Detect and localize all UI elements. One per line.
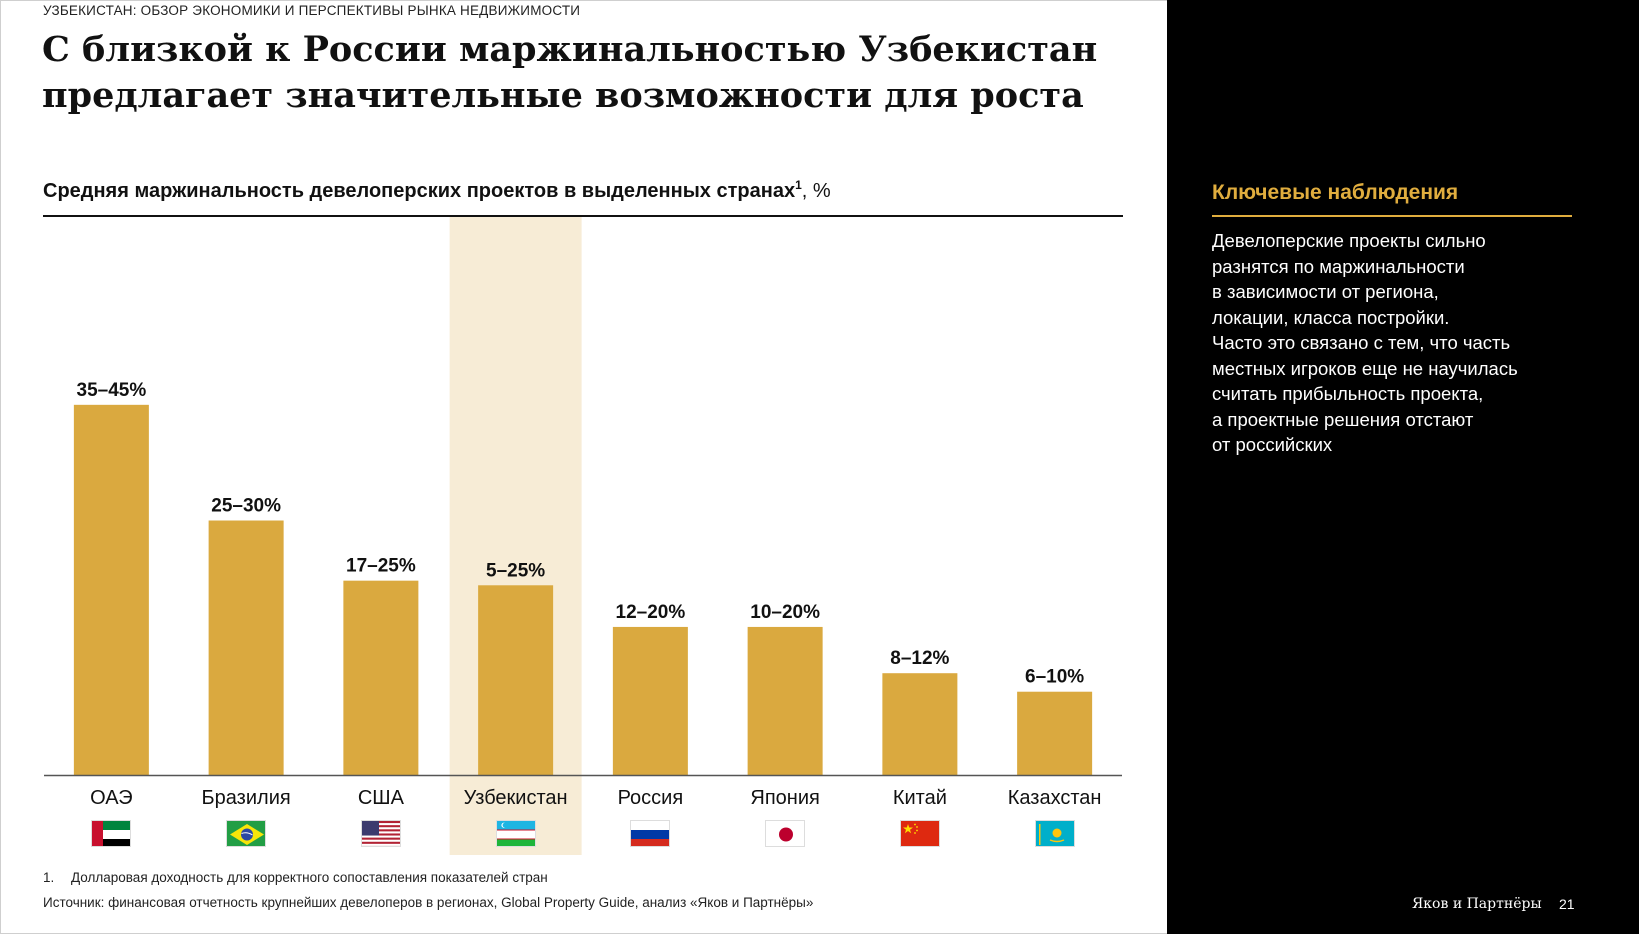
main-content: УЗБЕКИСТАН: ОБЗОР ЭКОНОМИКИ И ПЕРСПЕКТИВ… bbox=[42, 3, 1123, 910]
chart-title: Средняя маржинальность девелоперских про… bbox=[43, 178, 831, 203]
data-label: 17–25% bbox=[346, 556, 416, 577]
data-label: 25–30% bbox=[211, 496, 281, 517]
russia-flag bbox=[630, 820, 671, 847]
usa-flag bbox=[360, 820, 401, 847]
data-label: 12–20% bbox=[616, 602, 686, 623]
category-label: Бразилия bbox=[202, 787, 291, 809]
bar bbox=[478, 585, 554, 775]
footnote: 1. Долларовая доходность для корректного … bbox=[43, 870, 548, 885]
category-label: Япония bbox=[750, 787, 819, 809]
insights-rule bbox=[1212, 215, 1572, 217]
page-number: 21 bbox=[1559, 896, 1575, 912]
bar bbox=[612, 626, 688, 775]
category-label: США bbox=[358, 787, 405, 809]
data-label: 10–20% bbox=[750, 602, 820, 623]
japan-flag bbox=[765, 820, 806, 847]
insights-text: Девелоперские проекты сильно разнятся по… bbox=[1212, 230, 1518, 455]
bar bbox=[747, 626, 823, 775]
kazakhstan-flag bbox=[1034, 820, 1075, 847]
chart-title-footnote-mark: 1 bbox=[795, 178, 802, 192]
category-label: Казахстан bbox=[1008, 787, 1102, 809]
uzbekistan-flag bbox=[495, 820, 536, 847]
insights-panel: Ключевые наблюдения Девелоперские проект… bbox=[1167, 0, 1639, 934]
chart-title-unit: , % bbox=[801, 180, 831, 202]
margin-bar-chart: 35–45% ОАЭ 25–30% Бразилия 17–25% США 5–25% Узб… bbox=[44, 217, 1122, 855]
source-note: Источник: финансовая отчетность крупнейш… bbox=[43, 895, 814, 910]
category-label: Китай bbox=[893, 787, 947, 809]
category-label: Россия bbox=[618, 787, 684, 809]
bar bbox=[73, 404, 149, 775]
page-title: С близкой к России маржинальностью Узбек… bbox=[42, 29, 1098, 116]
category-label: Узбекистан bbox=[464, 787, 568, 809]
chart-top-rule bbox=[43, 215, 1123, 217]
bar bbox=[1017, 691, 1093, 775]
data-label: 5–25% bbox=[486, 560, 545, 581]
section-kicker: УЗБЕКИСТАН: ОБЗОР ЭКОНОМИКИ И ПЕРСПЕКТИВ… bbox=[43, 3, 581, 18]
footnote-number: 1. bbox=[43, 870, 55, 885]
chart-title-text: Средняя маржинальность девелоперских про… bbox=[43, 180, 796, 202]
china-flag bbox=[899, 820, 940, 847]
brand-logo: Яков и Партнёры bbox=[1412, 896, 1542, 912]
bar bbox=[343, 580, 419, 775]
insights-title: Ключевые наблюдения bbox=[1212, 181, 1459, 204]
brazil-flag bbox=[226, 820, 267, 847]
bar bbox=[882, 673, 958, 775]
data-label: 6–10% bbox=[1025, 667, 1084, 688]
data-label: 35–45% bbox=[77, 380, 147, 401]
uae-flag bbox=[91, 820, 132, 847]
bar bbox=[208, 520, 284, 775]
category-label: ОАЭ bbox=[90, 787, 132, 809]
footnote-text: Долларовая доходность для корректного со… bbox=[71, 870, 548, 885]
data-label: 8–12% bbox=[890, 648, 949, 669]
